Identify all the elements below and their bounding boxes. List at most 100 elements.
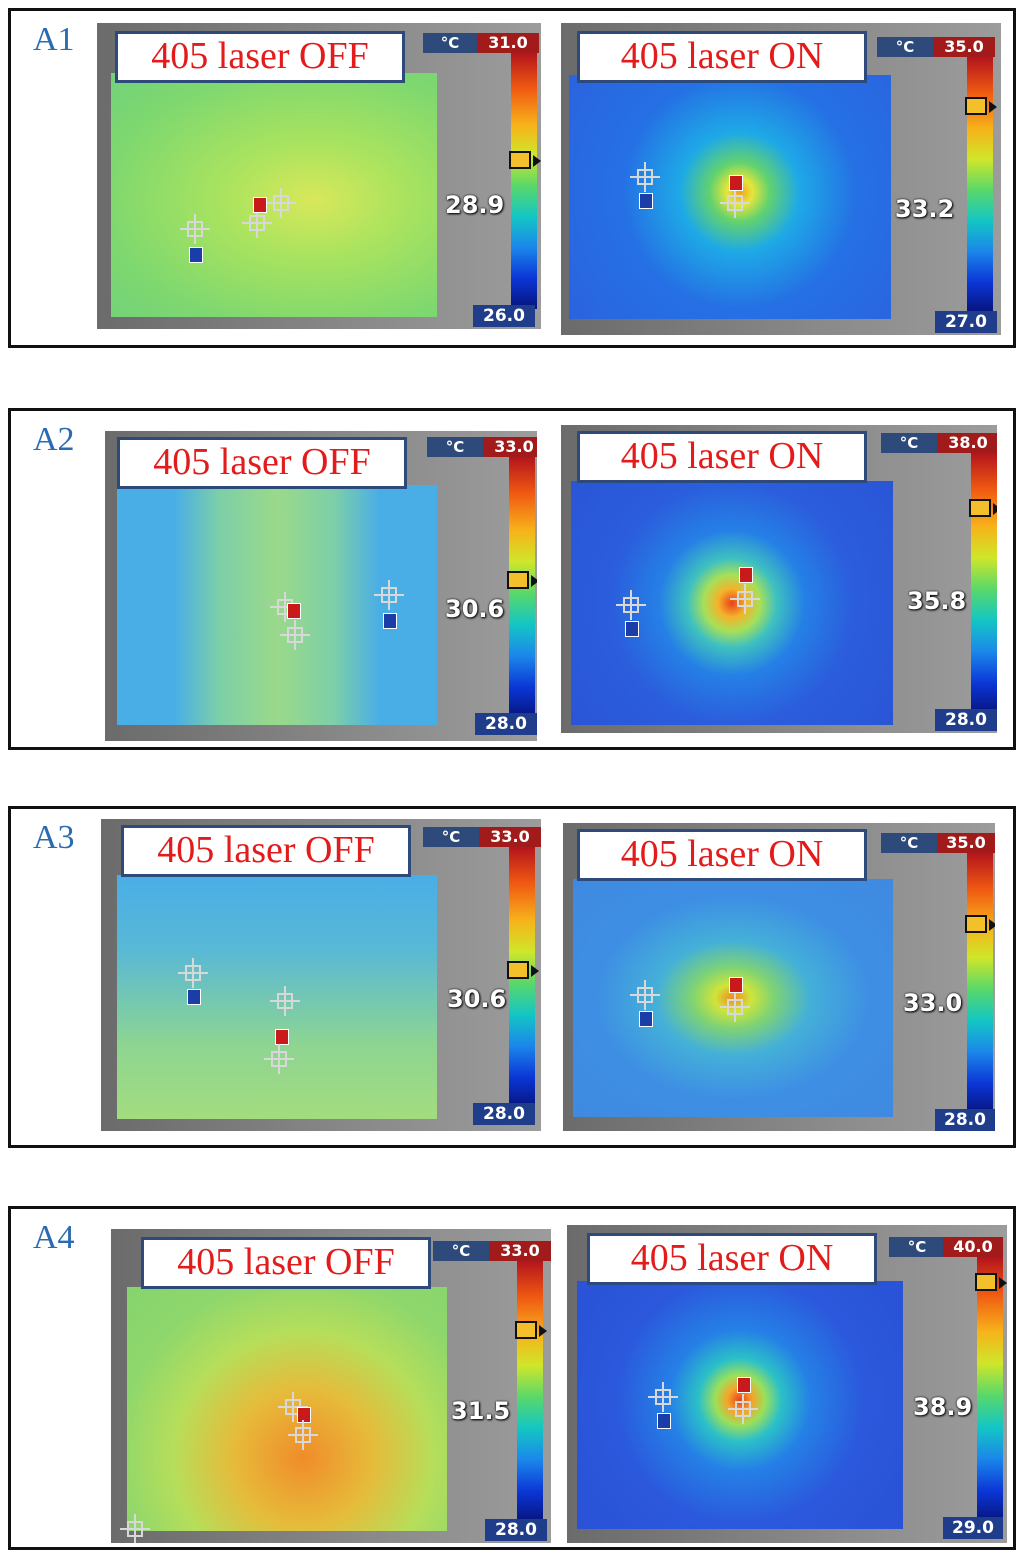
- row-label-a4: A4: [33, 1219, 75, 1256]
- spot-temp-on-a1: 33.2: [895, 195, 955, 223]
- thermal-camera-off-a4: 405 laser OFF °C 33.0 31.5 28.0: [111, 1229, 551, 1543]
- crosshair-icon: [630, 162, 660, 192]
- color-scale-off-a1: [511, 53, 537, 309]
- scale-marker-on-a1: [965, 97, 997, 115]
- unit-label-on-a3: °C: [881, 833, 937, 853]
- scale-max-on-a1: 35.0: [933, 37, 995, 57]
- scale-marker-on-a4: [975, 1273, 1007, 1291]
- scale-min-off-a4: 28.0: [485, 1519, 547, 1541]
- thermal-image-on-a4: [577, 1281, 903, 1529]
- scale-max-off-a2: 33.0: [483, 437, 537, 457]
- hot-spot-tag-icon: [737, 1377, 751, 1393]
- spot-temp-on-a4: 38.9: [913, 1393, 973, 1421]
- scale-marker-off-a3: [507, 961, 539, 979]
- color-scale-on-a1: [967, 57, 993, 313]
- thermal-camera-on-a2: 405 laser ON °C 38.0 35.8 28.0: [561, 425, 997, 733]
- thermal-camera-on-a4: 405 laser ON °C 40.0 38.9 29.0: [567, 1225, 1007, 1543]
- hot-spot-tag-icon: [729, 977, 743, 993]
- crosshair-icon: [180, 214, 210, 244]
- caption-on-a1: 405 laser ON: [577, 31, 867, 83]
- row-label-a1: A1: [33, 21, 75, 58]
- crosshair-icon: [630, 980, 660, 1010]
- crosshair-icon: [120, 1514, 150, 1543]
- scale-marker-on-a2: [969, 499, 997, 517]
- spot-temp-on-a3: 33.0: [903, 989, 963, 1017]
- color-scale-on-a4: [977, 1257, 1003, 1523]
- spot-temp-on-a2: 35.8: [907, 587, 967, 615]
- spot-temp-off-a2: 30.6: [445, 595, 505, 623]
- scale-min-on-a4: 29.0: [943, 1517, 1003, 1539]
- color-scale-on-a3: [967, 853, 993, 1115]
- crosshair-icon: [288, 1420, 318, 1450]
- scale-max-on-a3: 35.0: [937, 833, 995, 853]
- spot-temp-off-a3: 30.6: [447, 985, 507, 1013]
- cold-spot-tag-icon: [639, 193, 653, 209]
- cold-spot-tag-icon: [187, 989, 201, 1005]
- unit-label-on-a2: °C: [881, 433, 937, 453]
- caption-on-a3: 405 laser ON: [577, 829, 867, 881]
- crosshair-icon: [616, 590, 646, 620]
- crosshair-icon: [730, 584, 760, 614]
- scale-marker-off-a2: [507, 571, 537, 589]
- cold-spot-tag-icon: [625, 621, 639, 637]
- scale-max-on-a2: 38.0: [937, 433, 997, 453]
- scale-min-on-a2: 28.0: [935, 709, 997, 731]
- thermal-camera-off-a1: 405 laser OFF °C 31.0 28.9 26.0: [97, 23, 541, 329]
- unit-label-on-a1: °C: [877, 37, 933, 57]
- scale-marker-off-a4: [515, 1321, 547, 1339]
- row-label-a3: A3: [33, 819, 75, 856]
- hot-spot-tag-icon: [275, 1029, 289, 1045]
- crosshair-icon: [728, 1394, 758, 1424]
- color-scale-on-a2: [971, 453, 997, 715]
- thermal-image-off-a4: [127, 1287, 447, 1531]
- crosshair-icon: [280, 620, 310, 650]
- crosshair-icon: [178, 958, 208, 988]
- hot-spot-tag-icon: [253, 197, 267, 213]
- cold-spot-tag-icon: [383, 613, 397, 629]
- caption-off-a2: 405 laser OFF: [117, 437, 407, 489]
- crosshair-icon: [242, 208, 272, 238]
- scale-min-off-a2: 28.0: [475, 713, 537, 735]
- crosshair-icon: [264, 1044, 294, 1074]
- panel-a1: A1 405 laser OFF °C 31.0 28.9 26.0 405 l…: [8, 8, 1016, 348]
- scale-min-off-a1: 26.0: [473, 305, 535, 327]
- crosshair-icon: [720, 992, 750, 1022]
- cold-spot-tag-icon: [639, 1011, 653, 1027]
- thermal-image-on-a2: [571, 481, 893, 725]
- spot-temp-off-a4: 31.5: [451, 1397, 511, 1425]
- thermal-camera-on-a1: 405 laser ON °C 35.0 33.2 27.0: [561, 23, 1001, 335]
- panel-a4: A4 405 laser OFF °C 33.0 31.5 28.0 405 l…: [8, 1206, 1016, 1550]
- scale-max-off-a3: 33.0: [479, 827, 541, 847]
- panel-a3: A3 405 laser OFF °C 33.0 30.6 28.0 405 l…: [8, 806, 1016, 1148]
- thermal-camera-off-a2: 405 laser OFF °C 33.0 30.6 28.0: [105, 431, 537, 741]
- hot-spot-tag-icon: [297, 1407, 311, 1423]
- caption-on-a2: 405 laser ON: [577, 431, 867, 483]
- caption-off-a3: 405 laser OFF: [121, 825, 411, 877]
- thermal-image-on-a1: [569, 75, 891, 319]
- hot-spot-tag-icon: [739, 567, 753, 583]
- crosshair-icon: [374, 580, 404, 610]
- color-scale-off-a4: [517, 1261, 543, 1523]
- thermal-camera-off-a3: 405 laser OFF °C 33.0 30.6 28.0: [101, 819, 541, 1131]
- scale-max-off-a1: 31.0: [477, 33, 539, 53]
- scale-min-on-a1: 27.0: [935, 311, 997, 333]
- hot-spot-tag-icon: [729, 175, 743, 191]
- scale-marker-on-a3: [965, 915, 995, 933]
- scale-min-off-a3: 28.0: [473, 1103, 535, 1125]
- spot-temp-off-a1: 28.9: [445, 191, 505, 219]
- scale-min-on-a3: 28.0: [935, 1109, 995, 1131]
- caption-on-a4: 405 laser ON: [587, 1233, 877, 1285]
- hot-spot-tag-icon: [287, 603, 301, 619]
- cold-spot-tag-icon: [657, 1413, 671, 1429]
- panel-a2: A2 405 laser OFF °C 33.0 30.6 28.0 405 l…: [8, 408, 1016, 750]
- caption-off-a1: 405 laser OFF: [115, 31, 405, 83]
- crosshair-icon: [270, 986, 300, 1016]
- scale-marker-off-a1: [509, 151, 541, 169]
- crosshair-icon: [648, 1382, 678, 1412]
- crosshair-icon: [720, 188, 750, 218]
- scale-max-on-a4: 40.0: [943, 1237, 1003, 1257]
- thermal-image-on-a3: [573, 879, 893, 1117]
- caption-off-a4: 405 laser OFF: [141, 1237, 431, 1289]
- unit-label-off-a1: °C: [423, 33, 477, 53]
- unit-label-on-a4: °C: [889, 1237, 945, 1257]
